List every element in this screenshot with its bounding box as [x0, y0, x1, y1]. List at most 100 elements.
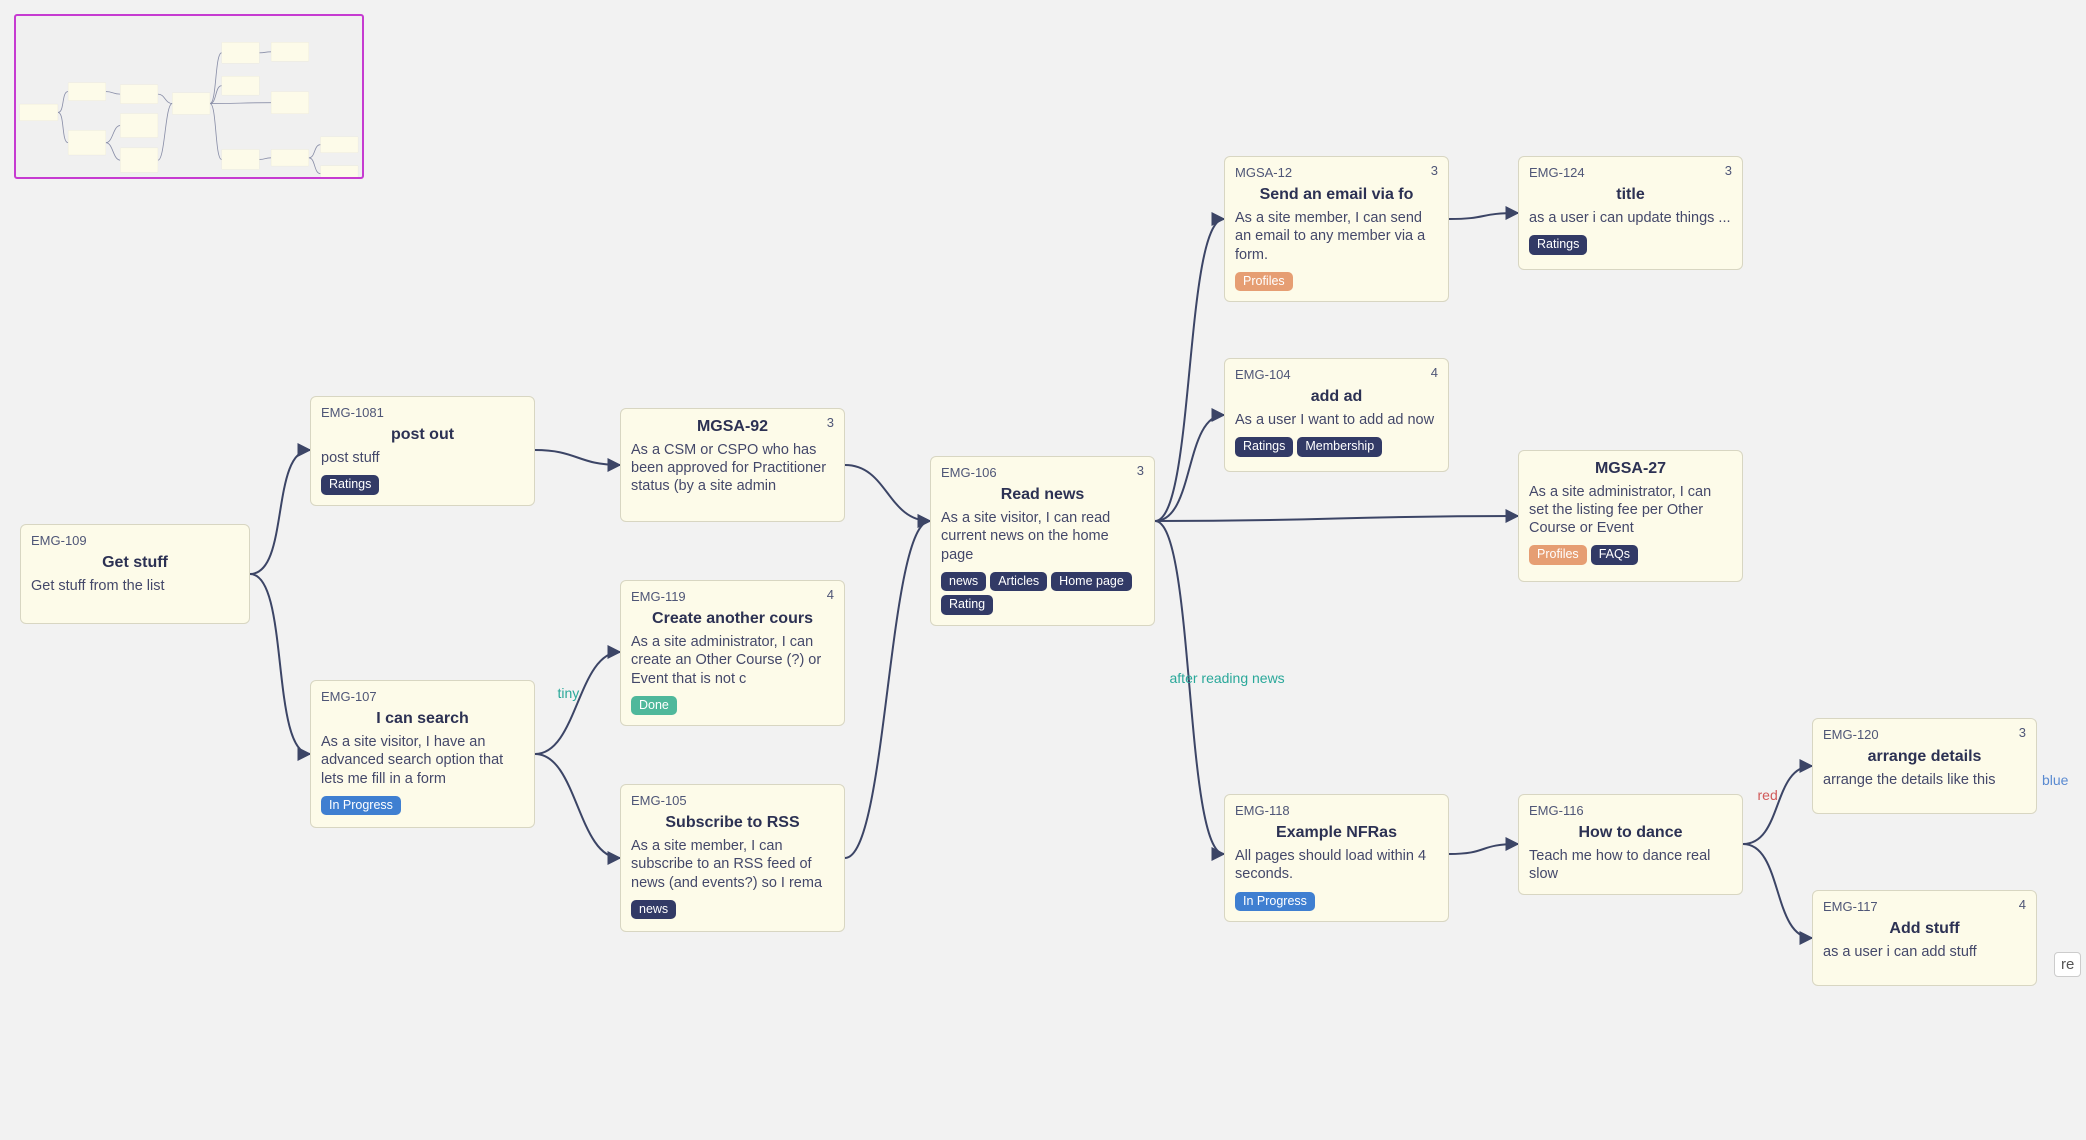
node-badge: 3 — [2019, 725, 2026, 741]
node-tags: Profiles — [1235, 272, 1438, 292]
tag: Ratings — [1235, 437, 1293, 457]
node-description: As a site visitor, I can read current ne… — [941, 509, 1144, 563]
node-tags: In Progress — [321, 796, 524, 816]
node-id: EMG-119 — [631, 589, 834, 605]
node-badge: 3 — [1725, 163, 1732, 179]
node-title: Send an email via fo — [1235, 185, 1438, 205]
node-id: EMG-105 — [631, 793, 834, 809]
story-node[interactable]: EMG-107 I can search As a site visitor, I … — [310, 680, 535, 828]
node-title: Create another cours — [631, 609, 834, 629]
story-node[interactable]: EMG-116 How to dance Teach me how to dance… — [1518, 794, 1743, 895]
node-title: add ad — [1235, 387, 1438, 407]
node-badge: 4 — [1431, 365, 1438, 381]
edge-label: tiny — [558, 685, 580, 701]
node-title: post out — [321, 425, 524, 445]
story-node[interactable]: EMG-109Get stuffGet stuff from the list — [20, 524, 250, 624]
node-description: Teach me how to dance real slow — [1529, 847, 1732, 883]
node-tags: RatingsMembership — [1235, 437, 1438, 457]
story-node[interactable]: EMG-118Example NFRasAll pages should loa… — [1224, 794, 1449, 922]
edge — [250, 574, 310, 754]
story-node[interactable]: MGSA-27 As a site administrator, I can se… — [1518, 450, 1743, 582]
tag: Ratings — [1529, 235, 1587, 255]
edge-label: red — [1758, 787, 1778, 803]
story-node[interactable]: EMG-1063Read newsAs a site visitor, I ca… — [930, 456, 1155, 626]
node-id: EMG-107 — [321, 689, 524, 705]
edge-label: blue — [2042, 772, 2068, 788]
story-node[interactable]: EMG-1174Add stuffas a user i can add stu… — [1812, 890, 2037, 986]
node-id: EMG-104 — [1235, 367, 1438, 383]
node-id: MGSA-12 — [1235, 165, 1438, 181]
node-title: Read news — [941, 485, 1144, 505]
partial-chip: re — [2054, 952, 2081, 977]
node-description: All pages should load within 4 seconds. — [1235, 847, 1438, 883]
tag: Ratings — [321, 475, 379, 495]
node-tags: Done — [631, 696, 834, 716]
node-title: Example NFRas — [1235, 823, 1438, 843]
story-node[interactable]: EMG-1243 title as a user i can update thin… — [1518, 156, 1743, 270]
tag: Done — [631, 696, 677, 716]
node-title: MGSA-27 — [1529, 459, 1732, 479]
node-description: As a site visitor, I have an advanced se… — [321, 733, 524, 787]
tag: Profiles — [1529, 545, 1587, 565]
node-title: title — [1529, 185, 1732, 205]
story-node[interactable]: EMG-1081 post out post stuff Ratings — [310, 396, 535, 506]
node-description: As a user I want to add ad now — [1235, 411, 1438, 429]
edge — [535, 754, 620, 858]
edge — [1449, 213, 1518, 219]
node-badge: 4 — [2019, 897, 2026, 913]
story-node[interactable]: EMG-1203 arrange details arrange the detai… — [1812, 718, 2037, 814]
node-title: arrange details — [1823, 747, 2026, 767]
tag: Articles — [990, 572, 1047, 592]
node-badge: 3 — [1431, 163, 1438, 179]
node-title: I can search — [321, 709, 524, 729]
tag: Profiles — [1235, 272, 1293, 292]
node-description: arrange the details like this — [1823, 771, 2026, 789]
edge — [535, 450, 620, 465]
node-tags: news — [631, 900, 834, 920]
tag: news — [631, 900, 676, 920]
node-description: As a site administrator, I can set the l… — [1529, 483, 1732, 537]
node-id: EMG-106 — [941, 465, 1144, 481]
node-id: EMG-116 — [1529, 803, 1732, 819]
node-tags: Ratings — [1529, 235, 1732, 255]
story-node[interactable]: EMG-1194Create another coursAs a site ad… — [620, 580, 845, 726]
node-tags: ProfilesFAQs — [1529, 545, 1732, 565]
story-node[interactable]: EMG-105 Subscribe to RSS As a site member,… — [620, 784, 845, 932]
edge — [1743, 844, 1812, 938]
node-description: As a site member, I can send an email to… — [1235, 209, 1438, 263]
node-badge: 3 — [827, 415, 834, 431]
edge — [845, 465, 930, 521]
node-description: As a site member, I can subscribe to an … — [631, 837, 834, 891]
node-title: Subscribe to RSS — [631, 813, 834, 833]
node-title: Add stuff — [1823, 919, 2026, 939]
diagram-canvas[interactable]: EMG-109Get stuffGet stuff from the listE… — [0, 0, 2086, 1140]
node-description: as a user i can add stuff — [1823, 943, 2026, 961]
tag: Home page — [1051, 572, 1132, 592]
edge — [1155, 516, 1518, 521]
node-description: as a user i can update things ... — [1529, 209, 1732, 227]
tag: FAQs — [1591, 545, 1638, 565]
node-title: Get stuff — [31, 553, 239, 573]
node-id: EMG-109 — [31, 533, 239, 549]
edge — [1449, 844, 1518, 854]
story-node[interactable]: 3MGSA-92As a CSM or CSPO who has been ap… — [620, 408, 845, 522]
node-description: As a site administrator, I can create an… — [631, 633, 834, 687]
node-id: EMG-124 — [1529, 165, 1732, 181]
story-node[interactable]: EMG-1044 add ad As a user I want to add ad… — [1224, 358, 1449, 472]
minimap-canvas — [16, 16, 364, 179]
node-description: As a CSM or CSPO who has been approved f… — [631, 441, 834, 495]
node-id: EMG-120 — [1823, 727, 2026, 743]
node-tags: In Progress — [1235, 892, 1438, 912]
node-description: post stuff — [321, 449, 524, 467]
node-title: How to dance — [1529, 823, 1732, 843]
story-node[interactable]: MGSA-123 Send an email via fo As a site me… — [1224, 156, 1449, 302]
tag: Membership — [1297, 437, 1382, 457]
minimap[interactable] — [14, 14, 364, 179]
edge — [1155, 415, 1224, 521]
edge — [1155, 219, 1224, 521]
node-id: EMG-1081 — [321, 405, 524, 421]
tag: news — [941, 572, 986, 592]
edge — [845, 521, 930, 858]
edge — [535, 652, 620, 754]
edge-label: after reading news — [1170, 670, 1285, 686]
